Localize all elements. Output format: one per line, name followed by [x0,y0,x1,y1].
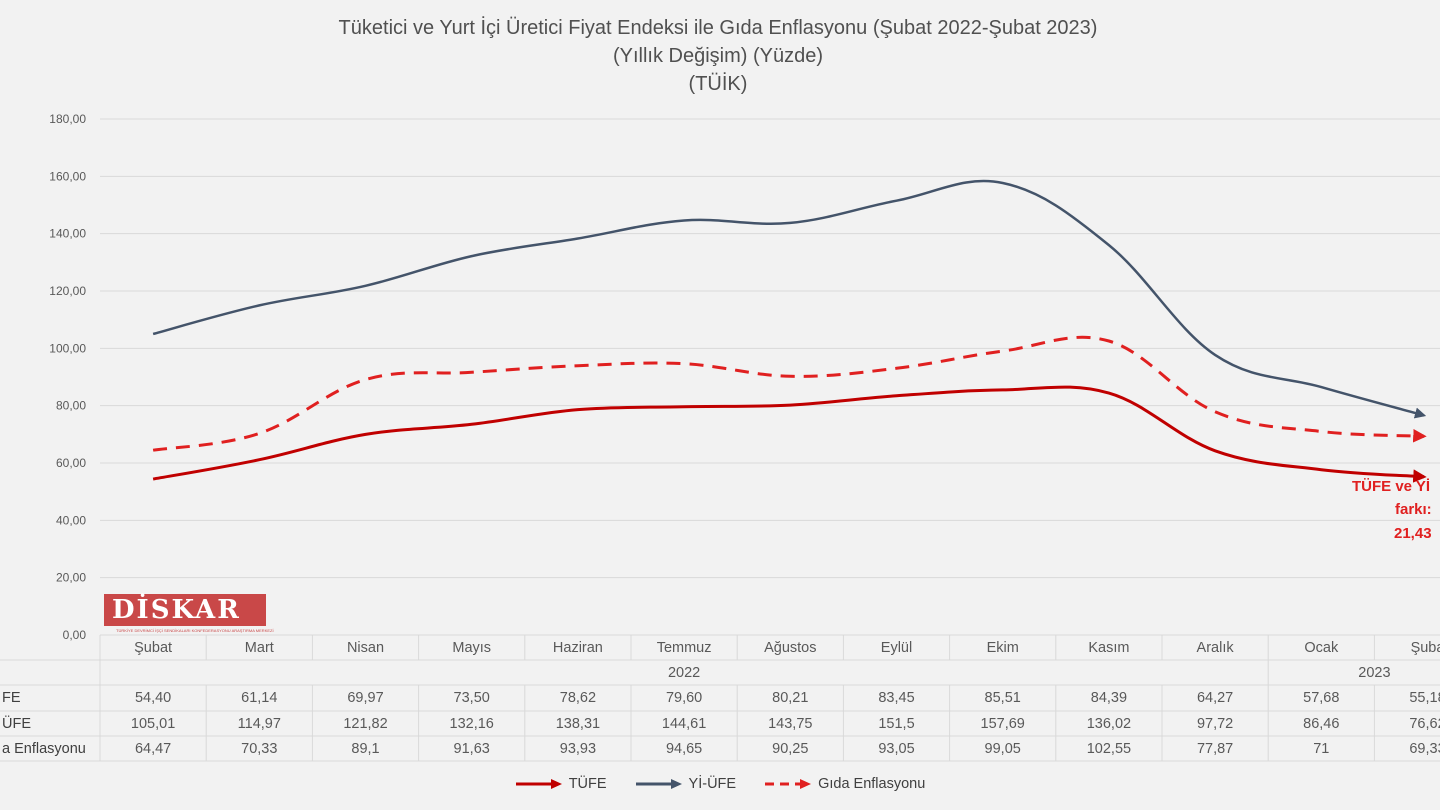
x-category-label: Mayıs [452,640,491,656]
table-cell-value: 94,65 [666,741,702,757]
table-cell-value: 151,5 [878,716,914,732]
table-cell-value: 114,97 [238,716,281,732]
x-category-label: Eylül [881,640,912,656]
annotation-text: TÜFE ve Yİ [1352,478,1430,495]
table-cell-value: 64,27 [1197,690,1233,706]
year-label: 2022 [668,665,700,681]
table-cell-value: 136,02 [1087,716,1131,732]
legend-arrow [800,779,812,789]
y-tick-label: 20,00 [56,571,86,585]
table-cell-value: 84,39 [1091,690,1127,706]
legend-swatch [515,779,562,789]
table-cell-value: 157,69 [981,716,1025,732]
legend-item: Yİ-ÜFE [635,776,737,792]
x-category-label: Kasım [1088,640,1129,656]
y-tick-label: 160,00 [49,169,86,183]
y-tick-label: 40,00 [56,513,86,527]
chart-legend: TÜFE Yİ-ÜFE Gıda Enflasyonu [0,772,1440,796]
table-cell-value: 54,40 [135,690,171,706]
legend-item: TÜFE [515,776,607,792]
table-cell-value: 91,63 [454,741,490,757]
table-cell-value: 86,46 [1303,716,1339,732]
table-cell-value: 138,31 [556,716,600,732]
logo-wordmark: DİSKAR [104,594,266,626]
diskar-logo: DİSKAR TÜRKİYE DEVRİMCİ İŞÇİ SENDİKALARI… [104,594,274,636]
legend-label: Gıda Enflasyonu [818,776,926,792]
y-tick-label: 120,00 [49,284,86,298]
x-category-label: Haziran [553,640,603,656]
table-cell-value: 69,33 [1409,741,1440,757]
legend-label: TÜFE [568,776,607,792]
table-cell-value: 57,68 [1303,690,1339,706]
y-tick-label: 80,00 [56,399,86,413]
legend-swatch [765,779,812,789]
table-cell-value: 79,60 [666,690,702,706]
table-cell-value: 83,45 [878,690,914,706]
legend-label: Yİ-ÜFE [688,776,737,792]
table-cell-value: 99,05 [985,741,1021,757]
table-cell-value: 132,16 [450,716,494,732]
table-cell-value: 144,61 [662,716,706,732]
table-cell-value: 77,87 [1197,741,1233,757]
table-cell-value: 102,55 [1087,741,1131,757]
x-category-label: Temmuz [657,640,712,656]
table-cell-value: 78,62 [560,690,596,706]
table-cell-value: 71 [1313,741,1329,757]
y-tick-label: 180,00 [49,112,86,126]
x-category-label: Şuba [1411,640,1440,656]
table-cell-value: 85,51 [985,690,1021,706]
x-category-label: Nisan [347,640,384,656]
table-cell-value: 73,50 [454,690,490,706]
table-cell-value: 80,21 [772,690,808,706]
table-cell-value: 143,75 [768,716,812,732]
x-category-label: Aralık [1197,640,1235,656]
y-tick-label: 60,00 [56,456,86,470]
table-cell-value: 70,33 [241,741,277,757]
legend-item: Gıda Enflasyonu [764,776,925,792]
chart-title-block: Tüketici ve Yurt İçi Üretici Fiyat Endek… [0,14,1436,98]
x-category-label: Mart [245,640,274,656]
annotation-text: 21,43 [1394,525,1432,542]
table-row-label: FE [2,690,21,706]
table-row-label: a Enflasyonu [2,741,86,757]
table-cell-value: 61,14 [241,690,277,706]
chart-source: (TÜİK) [688,73,748,95]
table-cell-value: 90,25 [772,741,808,757]
y-tick-label: 140,00 [49,227,86,241]
y-tick-label: 0,00 [63,628,87,642]
legend-swatch [635,779,682,789]
table-cell-value: 105,01 [131,716,175,732]
table-cell-value: 89,1 [351,741,379,757]
table-cell-value: 64,47 [135,741,171,757]
table-cell-value: 69,97 [347,690,383,706]
table-cell-value: 93,05 [878,741,914,757]
x-category-label: Şubat [134,640,172,656]
table-cell-value: 55,18 [1409,690,1440,706]
table-cell-value: 121,82 [343,716,387,732]
legend-arrow [670,779,682,789]
table-cell-value: 97,72 [1197,716,1233,732]
legend-arrow [550,779,562,789]
series-line [152,179,1427,419]
x-category-label: Ocak [1304,640,1339,656]
table-cell-value: 76,62 [1409,716,1440,732]
y-tick-label: 100,00 [49,341,86,355]
table-cell-value: 93,93 [560,741,596,757]
series-line [152,335,1427,452]
logo-subtext: TÜRKİYE DEVRİMCİ İŞÇİ SENDİKALARI KONFED… [116,628,274,633]
chart-title: Tüketici ve Yurt İçi Üretici Fiyat Endek… [338,17,1098,39]
x-category-label: Ekim [987,640,1019,656]
series-line [152,385,1427,483]
annotation-text: farkı: [1395,501,1432,518]
x-category-label: Ağustos [764,640,816,656]
chart-subtitle: (Yıllık Değişim) (Yüzde) [612,45,824,67]
year-label: 2023 [1358,665,1390,681]
table-row-label: ÜFE [2,714,31,732]
